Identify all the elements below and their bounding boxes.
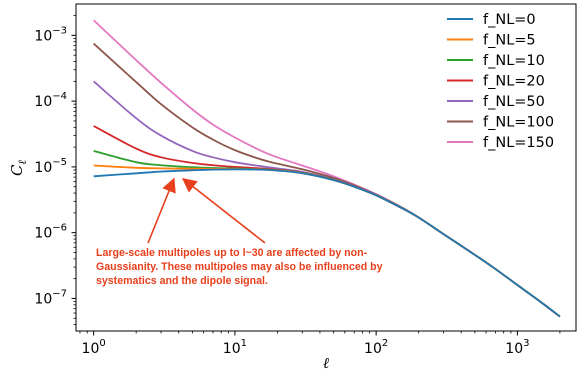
- y-axis-label-subscript: ℓ: [16, 160, 29, 165]
- y-tick-label: 10−5: [34, 157, 67, 176]
- y-axis-ticks: 10−7 10−6 10−5 10−4 10−3: [34, 16, 76, 325]
- annotation-arrow: [148, 179, 174, 243]
- legend-label: f_NL=100: [483, 115, 554, 131]
- x-tick-label: 102: [364, 338, 388, 357]
- legend-label: f_NL=0: [483, 12, 536, 28]
- annotation-arrow: [183, 179, 265, 243]
- annotation-line: Large-scale multipoles up to l~30 are af…: [96, 247, 368, 259]
- annotation-line: systematics and the dipole signal.: [96, 275, 268, 287]
- x-axis-label: ℓ: [323, 354, 329, 372]
- y-tick-label: 10−7: [34, 288, 67, 307]
- legend-label: f_NL=150: [483, 135, 554, 151]
- y-axis-label: Cℓ: [8, 160, 29, 176]
- series-line: [94, 126, 560, 317]
- series-line: [94, 169, 560, 316]
- series-line: [94, 166, 560, 317]
- y-axis-label-main: C: [8, 164, 26, 176]
- x-tick-label: 103: [505, 338, 529, 357]
- legend-label: f_NL=20: [483, 74, 545, 90]
- legend-label: f_NL=50: [483, 94, 545, 110]
- y-tick-label: 10−3: [34, 25, 67, 44]
- annotation: Large-scale multipoles up to l~30 are af…: [96, 179, 383, 287]
- legend-label: f_NL=10: [483, 53, 545, 69]
- legend-label: f_NL=5: [483, 33, 536, 49]
- svg-text:Cℓ: Cℓ: [8, 160, 29, 176]
- legend: f_NL=0 f_NL=5 f_NL=10 f_NL=20 f_NL=50 f_NL=10…: [447, 12, 554, 151]
- annotation-line: Gaussianity. These multipoles may also b…: [96, 261, 383, 273]
- x-tick-label: 101: [223, 338, 247, 357]
- x-axis-ticks: 100 101 102 103: [80, 331, 560, 357]
- x-tick-label: 100: [82, 338, 106, 357]
- y-tick-label: 10−4: [34, 91, 67, 110]
- y-tick-label: 10−6: [34, 223, 67, 242]
